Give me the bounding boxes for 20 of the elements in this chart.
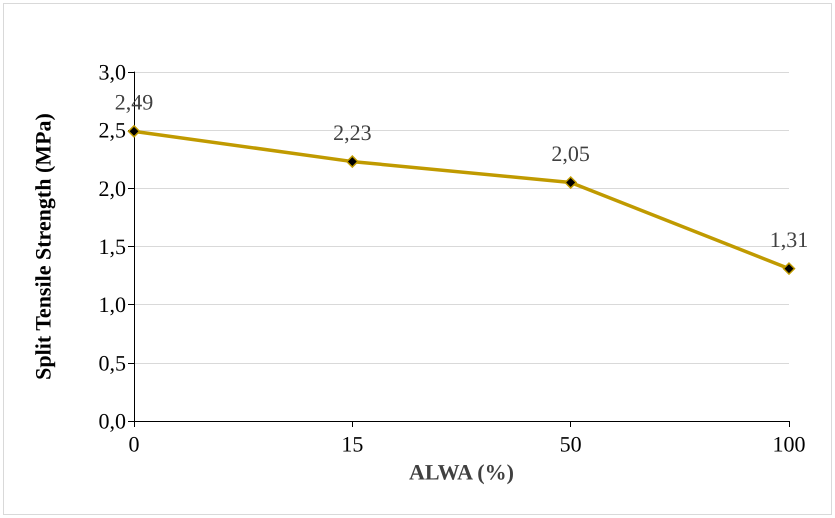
- data-label: 2,23: [333, 120, 372, 145]
- y-axis-title: Split Tensile Strength (MPa): [30, 113, 56, 380]
- y-tick-label: 0,0: [98, 408, 126, 434]
- point: [564, 176, 577, 189]
- y-tick-label: 2,5: [98, 118, 126, 143]
- x-tick-label: 50: [560, 432, 582, 456]
- x-tick-label: 0: [128, 432, 140, 456]
- y-tick-label: 0,5: [98, 350, 126, 376]
- point: [128, 125, 140, 138]
- point: [346, 155, 359, 168]
- y-tick-label: 1,0: [98, 292, 126, 318]
- x-axis-title: ALWA (%): [409, 460, 514, 484]
- y-tick-label: 2,0: [98, 176, 126, 201]
- data-label: 2,05: [551, 140, 590, 166]
- x-tick-label: 15: [341, 432, 364, 456]
- point: [782, 262, 796, 275]
- y-tick-label: 3,0: [98, 60, 126, 84]
- y-tick-label: 1,5: [98, 234, 126, 259]
- x-tick-label: 100: [772, 432, 806, 456]
- data-label: 1,31: [770, 226, 808, 252]
